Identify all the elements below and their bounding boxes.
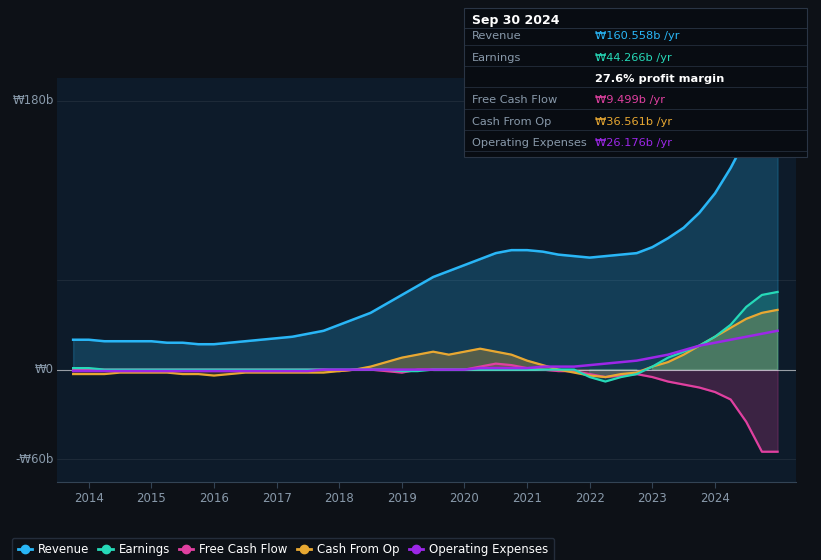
Text: -₩60b: -₩60b [16, 452, 54, 466]
Text: Sep 30 2024: Sep 30 2024 [472, 14, 560, 27]
Text: 27.6% profit margin: 27.6% profit margin [595, 74, 725, 84]
Text: ₩160.558b /yr: ₩160.558b /yr [595, 31, 680, 41]
Text: Free Cash Flow: Free Cash Flow [472, 95, 557, 105]
Legend: Revenue, Earnings, Free Cash Flow, Cash From Op, Operating Expenses: Revenue, Earnings, Free Cash Flow, Cash … [11, 538, 554, 560]
Text: ₩44.266b /yr: ₩44.266b /yr [595, 53, 672, 63]
Text: ₩36.561b /yr: ₩36.561b /yr [595, 116, 672, 127]
Text: Revenue: Revenue [472, 31, 521, 41]
Text: Cash From Op: Cash From Op [472, 116, 552, 127]
Text: Operating Expenses: Operating Expenses [472, 138, 587, 148]
Text: ₩0: ₩0 [34, 363, 54, 376]
Text: ₩9.499b /yr: ₩9.499b /yr [595, 95, 665, 105]
Text: Earnings: Earnings [472, 53, 521, 63]
Text: ₩26.176b /yr: ₩26.176b /yr [595, 138, 672, 148]
Text: ₩180b: ₩180b [12, 94, 54, 108]
